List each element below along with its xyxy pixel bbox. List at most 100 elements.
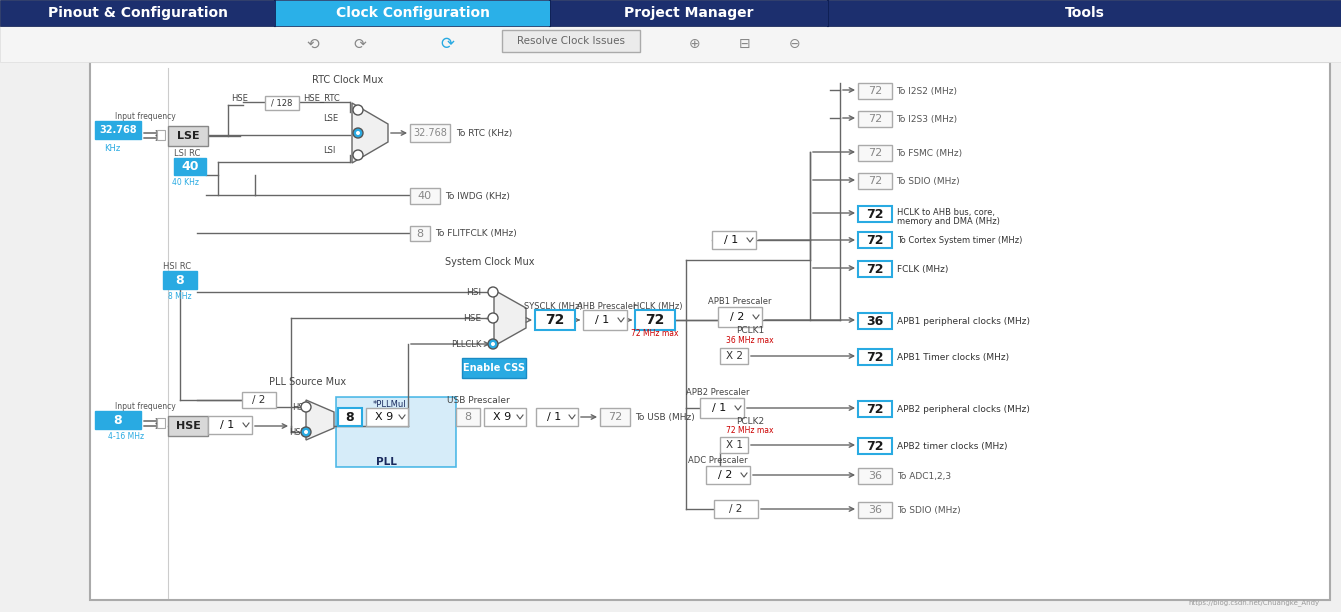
- Text: 8: 8: [176, 274, 184, 286]
- Text: 8: 8: [114, 414, 122, 427]
- Bar: [535, 310, 575, 330]
- Bar: [858, 468, 892, 484]
- Text: X 2: X 2: [725, 351, 743, 361]
- Text: APB1 Timer clocks (MHz): APB1 Timer clocks (MHz): [897, 353, 1010, 362]
- Polygon shape: [306, 400, 334, 440]
- Text: ⊕: ⊕: [689, 37, 701, 51]
- Circle shape: [300, 402, 311, 412]
- Text: Clock Configuration: Clock Configuration: [335, 6, 489, 20]
- Text: PLL: PLL: [375, 457, 397, 467]
- Text: APB1 Prescaler: APB1 Prescaler: [708, 296, 772, 305]
- Bar: [410, 226, 430, 241]
- Bar: [712, 231, 756, 249]
- Circle shape: [353, 105, 363, 115]
- Text: 8 MHz: 8 MHz: [168, 291, 192, 300]
- Text: APB1 peripheral clocks (MHz): APB1 peripheral clocks (MHz): [897, 316, 1030, 326]
- Text: / 2: / 2: [730, 504, 743, 514]
- Text: To Cortex System timer (MHz): To Cortex System timer (MHz): [897, 236, 1022, 245]
- Bar: [536, 408, 578, 426]
- Bar: [410, 124, 451, 142]
- Text: 4-16 MHz: 4-16 MHz: [109, 431, 143, 441]
- Circle shape: [488, 287, 498, 297]
- Circle shape: [304, 430, 308, 434]
- Text: HSE: HSE: [231, 94, 248, 102]
- Bar: [275, 0, 550, 26]
- Bar: [456, 408, 480, 426]
- Text: LSI: LSI: [323, 146, 335, 154]
- Bar: [720, 437, 748, 453]
- Text: ⊟: ⊟: [739, 37, 751, 51]
- Text: 72: 72: [866, 439, 884, 452]
- Bar: [168, 126, 208, 146]
- Bar: [599, 408, 630, 426]
- Text: FCLK (MHz): FCLK (MHz): [897, 264, 948, 274]
- Text: To USB (MHz): To USB (MHz): [636, 412, 695, 422]
- Text: memory and DMA (MHz): memory and DMA (MHz): [897, 217, 1000, 225]
- Text: 72: 72: [868, 114, 882, 124]
- Text: ⊖: ⊖: [790, 37, 801, 51]
- Text: APB2 Prescaler: APB2 Prescaler: [687, 387, 750, 397]
- Text: SYSCLK (MHz): SYSCLK (MHz): [524, 302, 582, 310]
- Bar: [0, 26, 1341, 62]
- Text: 32.768: 32.768: [413, 128, 447, 138]
- Text: ⟳: ⟳: [440, 35, 455, 53]
- Circle shape: [353, 150, 363, 160]
- Text: 72: 72: [866, 403, 884, 416]
- Text: 72: 72: [607, 412, 622, 422]
- Text: 36: 36: [868, 505, 882, 515]
- Text: Pinout & Configuration: Pinout & Configuration: [47, 6, 228, 20]
- Text: 72: 72: [868, 176, 882, 186]
- Text: Input frequency: Input frequency: [115, 401, 176, 411]
- Text: 72: 72: [866, 263, 884, 275]
- Text: PLLCLK: PLLCLK: [451, 340, 481, 348]
- Text: / 2: / 2: [252, 395, 266, 405]
- Bar: [858, 206, 892, 222]
- Bar: [463, 358, 526, 378]
- Text: 72: 72: [866, 234, 884, 247]
- Text: To I2S2 (MHz): To I2S2 (MHz): [896, 86, 957, 95]
- Text: ⟲: ⟲: [307, 37, 319, 51]
- Text: 72 MHz max: 72 MHz max: [632, 329, 679, 337]
- Bar: [858, 173, 892, 189]
- Bar: [241, 392, 276, 408]
- Bar: [157, 418, 165, 428]
- Bar: [266, 96, 299, 110]
- Bar: [858, 502, 892, 518]
- Text: To FSMC (MHz): To FSMC (MHz): [896, 149, 961, 157]
- Text: 40: 40: [181, 160, 198, 173]
- Text: HSE: HSE: [176, 421, 200, 431]
- Circle shape: [488, 339, 498, 349]
- Polygon shape: [493, 290, 526, 346]
- Text: *PLLMul: *PLLMul: [373, 400, 406, 408]
- Text: AHB Prescaler: AHB Prescaler: [577, 302, 637, 310]
- Text: Tools: Tools: [1065, 6, 1105, 20]
- Bar: [338, 408, 362, 426]
- Bar: [410, 188, 440, 204]
- Polygon shape: [351, 103, 388, 163]
- Text: 72: 72: [645, 313, 665, 327]
- Bar: [717, 307, 762, 327]
- Bar: [95, 121, 141, 139]
- Bar: [858, 313, 892, 329]
- Text: / 1: / 1: [712, 403, 725, 413]
- Bar: [583, 310, 628, 330]
- Bar: [90, 62, 1330, 600]
- Circle shape: [488, 313, 498, 323]
- Text: PCLK1: PCLK1: [736, 326, 764, 335]
- Text: 8: 8: [346, 411, 354, 424]
- Text: To FLITFCLK (MHz): To FLITFCLK (MHz): [434, 228, 516, 237]
- Text: HSI RC: HSI RC: [164, 261, 192, 271]
- Bar: [484, 408, 526, 426]
- Text: To IWDG (KHz): To IWDG (KHz): [445, 192, 510, 201]
- Bar: [550, 0, 827, 26]
- Text: Resolve Clock Issues: Resolve Clock Issues: [518, 36, 625, 46]
- Text: HCLK (MHz): HCLK (MHz): [633, 302, 683, 310]
- Text: 32.768: 32.768: [99, 125, 137, 135]
- Text: ⟳: ⟳: [354, 37, 366, 51]
- Text: To ADC1,2,3: To ADC1,2,3: [897, 471, 951, 480]
- Bar: [0, 0, 275, 26]
- Text: 36 MHz max: 36 MHz max: [727, 335, 774, 345]
- Text: / 1: / 1: [547, 412, 561, 422]
- Text: 36: 36: [866, 315, 884, 327]
- Text: 8: 8: [417, 228, 424, 239]
